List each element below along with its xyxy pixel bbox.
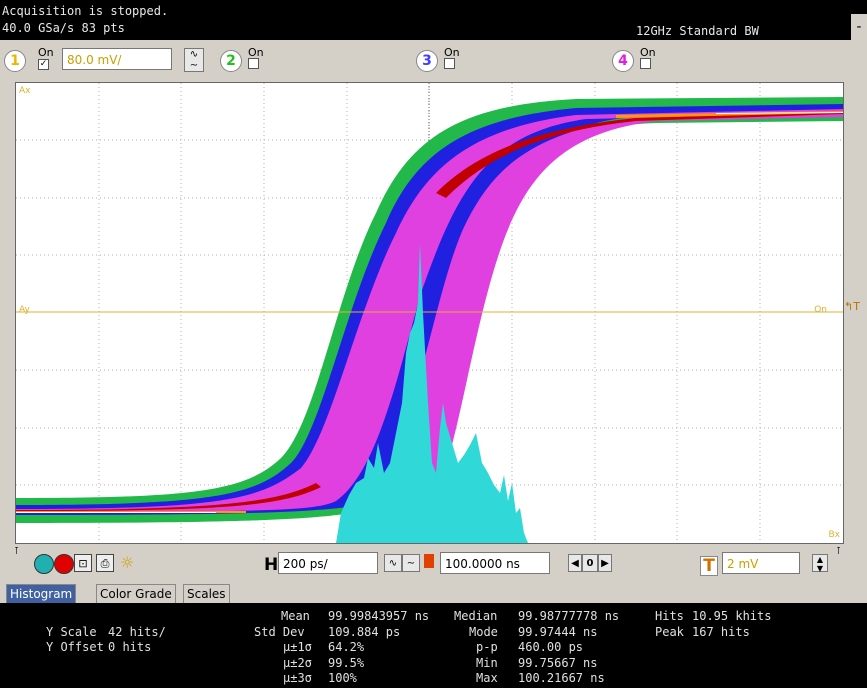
channel-2-button[interactable]: 2 [220,50,242,72]
stddev-label: Std Dev [254,625,305,639]
channel-bar: 1 On ✓ 80.0 mV/ ∿ ∼ 2 On 3 On 4 On [0,40,867,80]
stddev-value: 109.884 ps [328,625,401,639]
mean-value: 99.99843957 ns [328,609,430,623]
channel-1-on-label: On [38,46,54,59]
mean-label: Mean [281,609,310,623]
eye-band-magenta-a [16,109,843,512]
min-value: 99.75667 ns [518,656,598,670]
results-tabs: Histogram Color Grade Scales [0,582,867,603]
tab-color-grade[interactable]: Color Grade [96,584,176,603]
eye-band-white-a [16,512,216,513]
horizontal-label: H [264,555,279,575]
min-label: Min [476,656,498,670]
sigma1-label: μ±1σ [283,640,312,654]
sigma3-value: 100% [328,671,357,685]
median-value: 99.98777778 ns [518,609,620,623]
spin-up-down-icon[interactable]: ▲ ▼ [812,554,828,573]
channel-1-scale-field[interactable]: 80.0 mV/ [62,48,172,70]
trigger-on-marker: On [814,305,827,315]
trigger-level-field[interactable]: 2 mV [722,552,800,574]
grid-toggle-icon[interactable] [34,554,54,574]
marker-ay-label: Ay [19,305,30,315]
y-scale-value: 42 hits/ [108,625,166,639]
tab-histogram[interactable]: Histogram [6,584,77,603]
histogram-bars [336,243,528,543]
y-offset-label: Y Offset [46,640,104,654]
channel-4-checkbox[interactable] [640,58,651,69]
channel-1-checkbox[interactable]: ✓ [38,59,49,70]
channel-1-button[interactable]: 1 [4,50,26,72]
eye-band-red-a [16,483,321,511]
results-panel: Y Scale 42 hits/ Y Offset 0 hits Mean 99… [0,603,867,688]
position-field[interactable]: 100.0000 ns [440,552,550,574]
sigma1-value: 64.2% [328,640,365,654]
run-stop-icon[interactable] [54,554,74,574]
trigger-t-icon[interactable]: T [700,556,718,576]
mode-value: 99.97444 ns [518,625,598,639]
channel-2-checkbox[interactable] [248,58,259,69]
channel-3-on-label: On [444,46,460,59]
y-offset-value: 0 hits [108,640,152,654]
status-bar: Acquisition is stopped. 40.0 GSa/s 83 pt… [0,0,867,40]
channel-4-on-label: On [640,46,656,59]
bandwidth-label: 12GHz Standard BW [636,24,759,38]
peak-label: Peak [655,625,684,639]
channel-4-on-toggle[interactable]: On [640,46,656,71]
arrow-right-icon[interactable]: ▶ [598,554,612,572]
waveform-display[interactable]: Ax Bx Ay On [15,82,844,544]
peak-value: 167 hits [692,625,750,639]
sample-rate: 40.0 GSa/s 83 pts [2,21,125,35]
eye-band-magenta-b [376,113,843,493]
marker-ax-label: Ax [19,86,31,96]
marker-bx-label: Bx [828,530,840,540]
hits-value: 10.95 khits [692,609,772,623]
hits-label: Hits [655,609,684,623]
control-bar: ⊺ ⊡ ⎙ ☼ H 200 ps/ ∿ ∼ 100.0000 ns ◀ 0 ▶ … [0,544,867,582]
invert-icon[interactable]: ∿ [384,554,402,572]
toolbar-pin-right-icon[interactable]: ⊺ [836,546,842,557]
autoscale-sun-icon[interactable]: ☼ [120,553,135,572]
channel-2-on-label: On [248,46,264,59]
arrow-left-icon[interactable]: ◀ [568,554,582,572]
acquisition-status: Acquisition is stopped. [2,4,169,18]
minimize-button[interactable]: - [851,14,867,40]
sigma2-value: 99.5% [328,656,365,670]
zero-position-button[interactable]: 0 [582,554,598,572]
trigger-position-icon[interactable] [424,554,434,568]
channel-3-checkbox[interactable] [444,58,455,69]
trigger-level-marker-icon[interactable]: ↰T [844,300,860,313]
channel-2-on-toggle[interactable]: On [248,46,264,71]
coupling-wave-icon[interactable]: ∼ [402,554,420,572]
max-value: 100.21667 ns [518,671,605,685]
horizontal-scale-field[interactable]: 200 ps/ [278,552,378,574]
channel-3-button[interactable]: 3 [416,50,438,72]
pp-label: p-p [476,640,498,654]
max-label: Max [476,671,498,685]
channel-1-on-toggle[interactable]: On ✓ [38,46,54,70]
clear-display-icon[interactable]: ⊡ [74,554,92,572]
channel-1-coupling-button[interactable]: ∿ ∼ [184,48,204,72]
sigma3-label: μ±3σ [283,671,312,685]
eye-band-blue [16,104,843,515]
channel-3-on-toggle[interactable]: On [444,46,460,71]
print-icon[interactable]: ⎙ [96,554,114,572]
pp-value: 460.00 ps [518,640,584,654]
eye-band-white-b [716,112,843,114]
tab-scales[interactable]: Scales [183,584,230,603]
y-scale-label: Y Scale [46,625,97,639]
channel-4-button[interactable]: 4 [612,50,634,72]
toolbar-pin-icon[interactable]: ⊺ [14,546,20,557]
sigma2-label: μ±2σ [283,656,312,670]
waveform-graticule [16,83,843,543]
mode-label: Mode [469,625,498,639]
median-label: Median [454,609,498,623]
